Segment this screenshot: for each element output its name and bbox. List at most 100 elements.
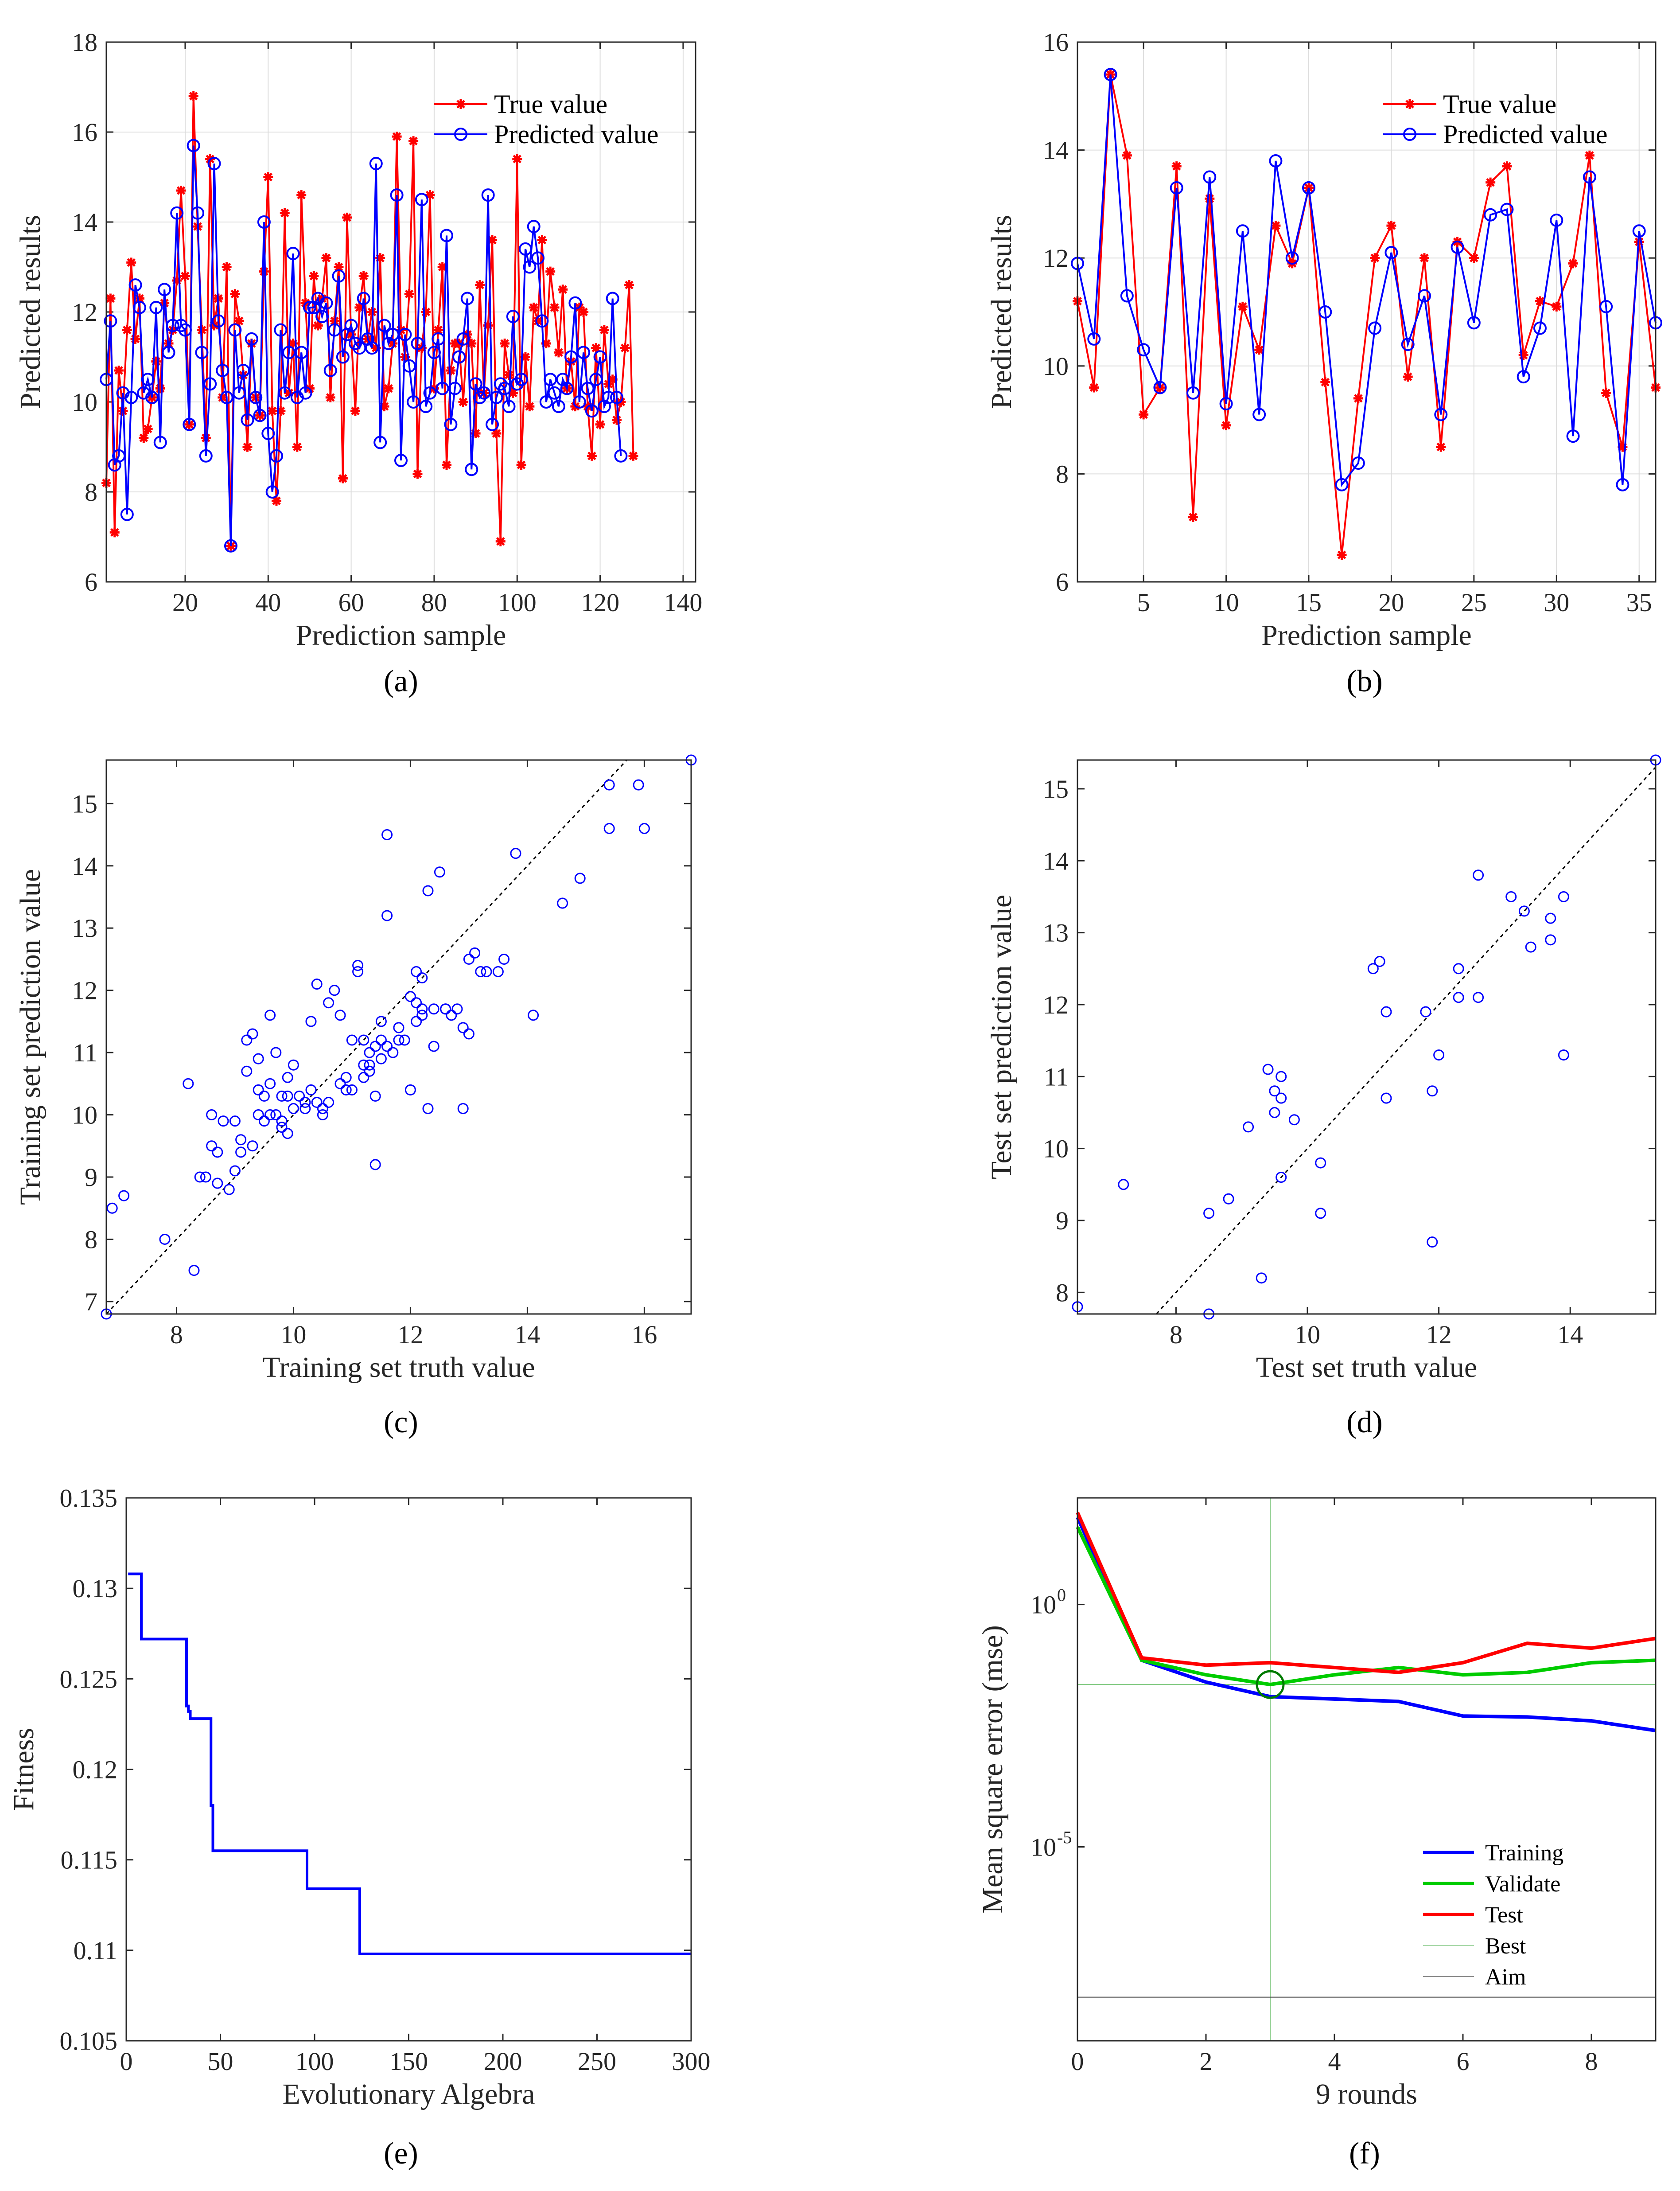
true-value-point-1 bbox=[105, 293, 116, 304]
predicted-value-point-67 bbox=[377, 319, 391, 332]
true-value-point-21 bbox=[1419, 253, 1429, 263]
predicted-value-point-124 bbox=[614, 449, 628, 463]
predicted-value-point-33 bbox=[237, 363, 250, 377]
panel-b-plot-bg bbox=[1077, 42, 1656, 582]
true-value-point-73 bbox=[404, 289, 414, 299]
scatter-point-31 bbox=[1545, 912, 1556, 924]
predicted-value-point-31 bbox=[228, 323, 242, 337]
predicted-value-point-118 bbox=[589, 373, 603, 386]
scatter-point-20 bbox=[1420, 1006, 1431, 1018]
scatter-point-105 bbox=[428, 1041, 439, 1052]
predicted-value-point-44 bbox=[282, 346, 296, 359]
true-value-point-9 bbox=[139, 433, 149, 443]
predicted-value-point-97 bbox=[502, 400, 516, 413]
mse-curve-test bbox=[1076, 1512, 1656, 1674]
scatter-point-38 bbox=[340, 1084, 352, 1096]
panel-c-ytick-label: 8 bbox=[85, 1225, 97, 1254]
true-value-point-60 bbox=[350, 406, 360, 416]
scatter-point-55 bbox=[399, 1034, 410, 1046]
predicted-value-point-43 bbox=[278, 386, 292, 400]
panel-c-ytick-label: 15 bbox=[72, 789, 97, 818]
panel-a-xtick-label: 120 bbox=[581, 588, 619, 617]
true-value-point-6 bbox=[126, 257, 136, 268]
series-line-true-value bbox=[1077, 74, 1657, 555]
scatter-point-45 bbox=[364, 1047, 375, 1058]
true-value-point-19 bbox=[180, 271, 190, 281]
predicted-value-point-12 bbox=[1269, 154, 1283, 168]
legend-circle-marker bbox=[1403, 128, 1416, 141]
true-value-point-29 bbox=[1552, 301, 1562, 312]
scatter-point-41 bbox=[352, 966, 364, 978]
scatter-point-2 bbox=[1203, 1208, 1215, 1219]
scatter-point-18 bbox=[1381, 1006, 1392, 1018]
scatter-point-93 bbox=[340, 1072, 352, 1083]
chart-panel-d: 8 10 12 14 8 9 10 11 12 13 14 15 Test set truth valu… bbox=[985, 754, 1661, 1439]
scatter-point-32 bbox=[311, 979, 323, 990]
panel-d-ytick-label: 14 bbox=[1043, 846, 1069, 875]
scatter-point-52 bbox=[381, 829, 393, 841]
predicted-value-point-6 bbox=[124, 390, 138, 404]
scatter-point-104 bbox=[393, 1034, 404, 1046]
panel-d-ylabel: Test set prediction value bbox=[985, 895, 1018, 1179]
panel-a-ytick-label: 8 bbox=[85, 478, 97, 507]
predicted-value-point-57 bbox=[336, 350, 350, 364]
predicted-value-point-21 bbox=[187, 139, 200, 152]
scatter-point-69 bbox=[457, 1022, 469, 1033]
scatter-point-25 bbox=[276, 1115, 288, 1127]
panel-a-ytick-label: 16 bbox=[72, 118, 97, 147]
panel-label-d: (d) bbox=[1346, 1405, 1383, 1439]
true-value-point-97 bbox=[504, 370, 514, 380]
panel-b-ylabel: Predicted results bbox=[985, 215, 1018, 409]
true-value-point-102 bbox=[525, 402, 535, 412]
predicted-value-point-34 bbox=[241, 413, 254, 427]
predicted-value-point-18 bbox=[174, 319, 188, 332]
scatter-point-71 bbox=[463, 1028, 474, 1040]
panel-a-xlabel: Prediction sample bbox=[296, 619, 506, 651]
scatter-point-26 bbox=[1473, 869, 1484, 881]
predicted-value-point-59 bbox=[344, 319, 358, 332]
predicted-value-point-24 bbox=[1467, 316, 1481, 330]
scatter-point-29 bbox=[1518, 905, 1530, 917]
scatter-point-58 bbox=[411, 997, 422, 1009]
predicted-value-point-48 bbox=[299, 386, 312, 400]
panel-e-xtick-label: 300 bbox=[672, 2047, 711, 2076]
true-value-point-32 bbox=[1601, 388, 1611, 398]
panel-d-xtick-label: 12 bbox=[1426, 1320, 1452, 1349]
predicted-value-point-7 bbox=[1186, 386, 1200, 400]
panel-a-xtick-label: 140 bbox=[664, 588, 702, 617]
predicted-value-point-116 bbox=[581, 382, 595, 395]
predicted-value-point-26 bbox=[207, 157, 221, 171]
scatter-point-11 bbox=[1276, 1172, 1287, 1183]
panel-f-axes-frame bbox=[1077, 1497, 1657, 2042]
panel-e-ylabel: Fitness bbox=[8, 1728, 40, 1811]
scatter-point-3 bbox=[159, 1233, 171, 1245]
scatter-point-96 bbox=[416, 1003, 428, 1015]
scatter-point-37 bbox=[334, 1010, 346, 1021]
scatter-point-21 bbox=[1427, 1236, 1438, 1248]
true-value-point-98 bbox=[508, 388, 518, 398]
scatter-point-35 bbox=[323, 997, 334, 1009]
true-value-point-16 bbox=[1337, 550, 1347, 560]
scatter-point-16 bbox=[1374, 956, 1385, 967]
panel-e-xtick-label: 250 bbox=[578, 2047, 616, 2076]
predicted-value-point-12 bbox=[149, 300, 163, 314]
true-value-point-10 bbox=[1237, 301, 1248, 312]
scatter-point-49 bbox=[375, 1016, 387, 1027]
scatter-point-9 bbox=[1269, 1107, 1280, 1118]
predicted-value-point-100 bbox=[514, 373, 528, 386]
predicted-value-point-76 bbox=[415, 193, 428, 207]
panel-c-ytick-label: 9 bbox=[85, 1163, 97, 1192]
scatter-point-46 bbox=[364, 1065, 375, 1077]
true-value-point-41 bbox=[272, 496, 282, 506]
panel-d-xtick-label: 10 bbox=[1295, 1320, 1320, 1349]
scatter-point-18 bbox=[258, 1115, 270, 1127]
true-value-point-95 bbox=[495, 536, 506, 546]
scatter-points-d bbox=[1072, 754, 1661, 1320]
predicted-value-point-122 bbox=[606, 292, 619, 305]
scatter-point-28 bbox=[288, 1059, 299, 1071]
scatter-point-6 bbox=[200, 1171, 211, 1183]
predicted-value-point-117 bbox=[585, 404, 599, 418]
scatter-point-24 bbox=[276, 1090, 288, 1102]
panel-d-plot-bg bbox=[1077, 760, 1656, 1314]
scatter-point-27 bbox=[1473, 992, 1484, 1003]
